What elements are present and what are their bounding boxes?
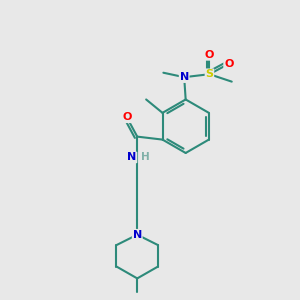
Text: O: O (205, 50, 214, 60)
Text: O: O (122, 112, 131, 122)
Text: S: S (206, 69, 213, 79)
Text: N: N (133, 230, 142, 240)
Text: N: N (127, 152, 136, 162)
Text: O: O (224, 59, 233, 69)
Text: N: N (180, 72, 189, 82)
Text: H: H (141, 152, 150, 162)
